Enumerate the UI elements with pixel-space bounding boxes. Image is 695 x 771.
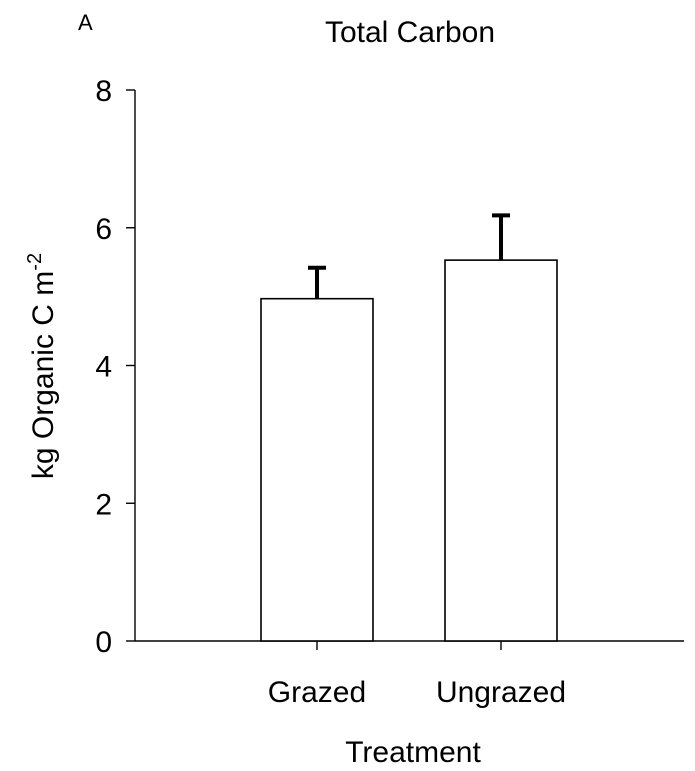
y-axis-title-superscript: -2 <box>24 253 46 271</box>
y-tick-label-3: 6 <box>95 213 112 246</box>
y-tick-label-1: 2 <box>95 488 112 521</box>
y-tick-label-0: 0 <box>95 626 112 659</box>
plot-area: 0 2 4 6 8 Grazed Ungrazed <box>95 75 684 709</box>
bar-ungrazed <box>444 259 558 642</box>
bar-grazed <box>260 297 374 642</box>
y-axis-title: kg Organic C m-2 <box>24 253 60 479</box>
panel-label: A <box>78 10 93 35</box>
x-axis-title: Treatment <box>345 736 481 769</box>
y-tick-label-2: 4 <box>95 351 112 384</box>
x-tick-label-ungrazed: Ungrazed <box>436 676 566 709</box>
y-axis-title-main: kg Organic C m <box>27 271 60 479</box>
y-tick-label-4: 8 <box>95 75 112 108</box>
x-tick-label-grazed: Grazed <box>268 676 366 709</box>
chart-title: Total Carbon <box>325 16 495 49</box>
